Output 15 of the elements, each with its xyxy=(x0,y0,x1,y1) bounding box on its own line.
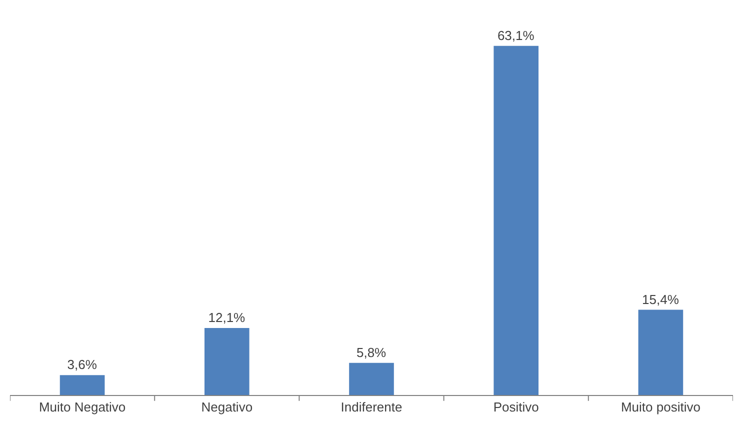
bar xyxy=(494,46,539,395)
x-tick-label: Indiferente xyxy=(340,400,402,415)
x-tick-label: Negativo xyxy=(201,400,253,415)
data-label: 12,1% xyxy=(208,310,246,326)
x-tick-label: Positivo xyxy=(493,400,539,415)
bar xyxy=(349,362,394,395)
bar xyxy=(60,375,105,395)
x-tick-label: Muito Negativo xyxy=(38,400,126,415)
data-label: 15,4% xyxy=(642,292,680,307)
data-label: 63,1% xyxy=(497,28,535,43)
bar xyxy=(638,310,684,395)
data-label: 3,6% xyxy=(67,357,98,372)
bar xyxy=(204,328,250,395)
x-tick-label: Muito positivo xyxy=(620,400,700,415)
data-label: 5,8% xyxy=(356,344,387,360)
